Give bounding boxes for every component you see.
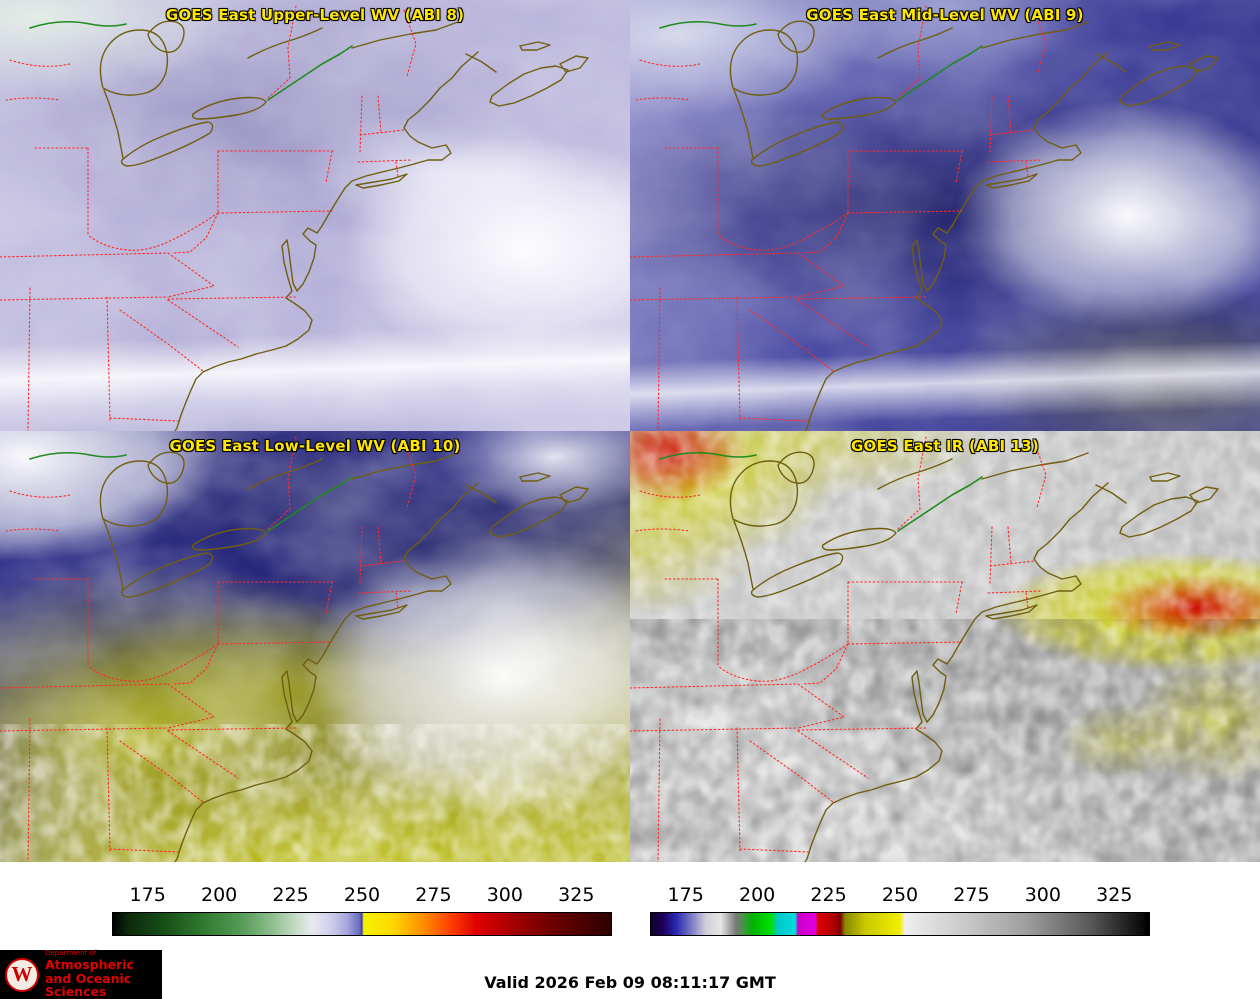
map-overlay-upper-wv (0, 0, 630, 431)
map-overlay-ir (630, 431, 1260, 862)
wv-colorbar: 175 200 225 250 275 300 325 (112, 862, 612, 948)
panel-title-low-wv: GOES East Low-Level WV (ABI 10) (169, 437, 461, 455)
ir-colorbar-ticks: 175 200 225 250 275 300 325 (650, 884, 1150, 908)
valid-time: Valid 2026 Feb 09 08:11:17 GMT (484, 973, 776, 992)
uw-crest-icon: W (5, 957, 39, 992)
wv-colorbar-ticks: 175 200 225 250 275 300 325 (112, 884, 612, 908)
tick-label: 275 (415, 884, 452, 906)
tick-label: 225 (272, 884, 309, 906)
tick-label: 275 (953, 884, 990, 906)
panel-title-ir: GOES East IR (ABI 13) (850, 437, 1039, 455)
panel-low-level-wv[interactable]: GOES East Low-Level WV (ABI 10) (0, 431, 630, 862)
tick-label: 200 (739, 884, 776, 906)
tick-label: 200 (201, 884, 238, 906)
tick-label: 325 (558, 884, 595, 906)
footer: W Department of Atmospheric and Oceanic … (0, 948, 1260, 999)
tick-label: 325 (1096, 884, 1133, 906)
tick-label: 175 (129, 884, 166, 906)
tick-label: 250 (343, 884, 381, 906)
panel-title-upper-wv: GOES East Upper-Level WV (ABI 8) (165, 6, 465, 24)
aos-department-logo[interactable]: W Department of Atmospheric and Oceanic … (0, 950, 162, 999)
panel-title-mid-wv: GOES East Mid-Level WV (ABI 9) (806, 6, 1084, 24)
satellite-quad-grid: GOES East Upper-Level WV (ABI 8) GOES Ea… (0, 0, 1260, 862)
tick-label: 225 (810, 884, 847, 906)
tick-label: 300 (1024, 884, 1061, 906)
tick-label: 250 (881, 884, 919, 906)
logo-text: Department of Atmospheric and Oceanic Sc… (45, 950, 157, 998)
logo-name-line2: and Oceanic Sciences (45, 970, 132, 999)
wv-colorbar-gradient (112, 912, 612, 936)
logo-dept-line: Department of (45, 949, 97, 958)
logo-name-line1: Atmospheric (45, 957, 134, 973)
tick-label: 300 (486, 884, 523, 906)
ir-colorbar-gradient (650, 912, 1150, 936)
ir-colorbar: 175 200 225 250 275 300 325 (650, 862, 1150, 948)
map-overlay-low-wv (0, 431, 630, 862)
panel-upper-level-wv[interactable]: GOES East Upper-Level WV (ABI 8) (0, 0, 630, 431)
map-overlay-mid-wv (630, 0, 1260, 431)
panel-mid-level-wv[interactable]: GOES East Mid-Level WV (ABI 9) (630, 0, 1260, 431)
colorbar-row: 175 200 225 250 275 300 325 175 200 225 … (0, 862, 1260, 948)
tick-label: 175 (667, 884, 704, 906)
panel-ir[interactable]: GOES East IR (ABI 13) (630, 431, 1260, 862)
